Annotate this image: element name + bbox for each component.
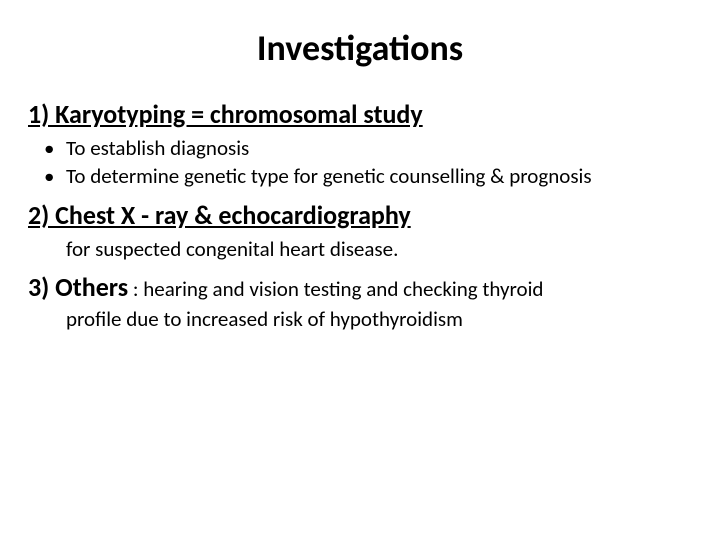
section3-heading: 3) Others (28, 271, 128, 303)
section3-continuation: profile due to increased risk of hypothy… (28, 305, 692, 333)
section3-inline-text: : hearing and vision testing and checkin… (128, 276, 543, 302)
slide-title: Investigations (28, 26, 692, 70)
section3-line: 3) Others : hearing and vision testing a… (28, 271, 692, 305)
slide-container: Investigations 1) Karyotyping = chromoso… (0, 0, 720, 540)
section2-heading: 2) Chest X - ray & echocardiography (28, 199, 692, 231)
list-item: To establish diagnosis (66, 134, 692, 162)
section2-text: for suspected congenital heart disease. (28, 235, 692, 263)
list-item: To determine genetic type for genetic co… (66, 162, 692, 190)
section1-bullets: To establish diagnosis To determine gene… (28, 134, 692, 191)
section1-heading: 1) Karyotyping = chromosomal study (28, 98, 692, 130)
